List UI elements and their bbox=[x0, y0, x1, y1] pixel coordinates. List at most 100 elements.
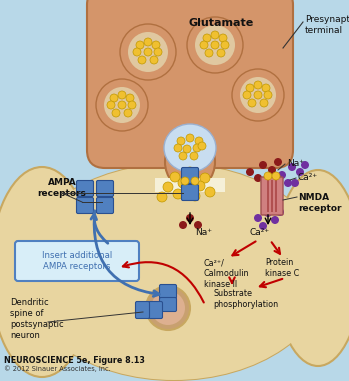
Ellipse shape bbox=[128, 101, 136, 109]
Ellipse shape bbox=[211, 41, 219, 49]
FancyBboxPatch shape bbox=[15, 241, 139, 281]
Ellipse shape bbox=[296, 168, 304, 176]
Ellipse shape bbox=[200, 41, 208, 49]
Ellipse shape bbox=[144, 48, 152, 56]
Ellipse shape bbox=[254, 214, 262, 222]
Ellipse shape bbox=[288, 163, 296, 171]
Ellipse shape bbox=[195, 25, 235, 65]
Ellipse shape bbox=[272, 172, 280, 180]
Text: © 2012 Sinauer Associates, Inc.: © 2012 Sinauer Associates, Inc. bbox=[4, 365, 111, 372]
Ellipse shape bbox=[205, 187, 215, 197]
Ellipse shape bbox=[110, 94, 118, 102]
Ellipse shape bbox=[179, 152, 187, 160]
Ellipse shape bbox=[190, 152, 198, 160]
Ellipse shape bbox=[19, 164, 329, 380]
Ellipse shape bbox=[264, 172, 272, 180]
Text: Dendritic
spine of
postsynaptic
neuron: Dendritic spine of postsynaptic neuron bbox=[10, 298, 64, 340]
Ellipse shape bbox=[195, 137, 203, 145]
Ellipse shape bbox=[190, 191, 200, 201]
Ellipse shape bbox=[284, 179, 292, 187]
Ellipse shape bbox=[217, 49, 225, 57]
Ellipse shape bbox=[246, 84, 254, 92]
Ellipse shape bbox=[151, 291, 185, 325]
Ellipse shape bbox=[0, 167, 94, 377]
Ellipse shape bbox=[104, 87, 140, 123]
Text: NMDA
receptor: NMDA receptor bbox=[298, 193, 342, 213]
Ellipse shape bbox=[186, 214, 194, 222]
Ellipse shape bbox=[221, 41, 229, 49]
Text: Protein
kinase C: Protein kinase C bbox=[265, 258, 299, 278]
Ellipse shape bbox=[232, 69, 284, 121]
FancyBboxPatch shape bbox=[76, 181, 94, 197]
Text: Ca²⁺: Ca²⁺ bbox=[298, 173, 318, 181]
Ellipse shape bbox=[185, 167, 195, 177]
Ellipse shape bbox=[248, 99, 256, 107]
Ellipse shape bbox=[146, 286, 190, 330]
Text: Na⁺: Na⁺ bbox=[287, 158, 304, 168]
Ellipse shape bbox=[259, 161, 267, 169]
FancyBboxPatch shape bbox=[159, 285, 177, 298]
Ellipse shape bbox=[138, 56, 146, 64]
Ellipse shape bbox=[254, 174, 262, 182]
Ellipse shape bbox=[274, 158, 282, 166]
Ellipse shape bbox=[163, 182, 173, 192]
Bar bbox=[155, 178, 225, 192]
Ellipse shape bbox=[107, 101, 115, 109]
Text: Na⁺: Na⁺ bbox=[195, 228, 212, 237]
Ellipse shape bbox=[301, 161, 309, 169]
Ellipse shape bbox=[191, 177, 199, 185]
Ellipse shape bbox=[178, 178, 188, 188]
Ellipse shape bbox=[254, 91, 262, 99]
Ellipse shape bbox=[262, 84, 270, 92]
Text: Insert additional
AMPA receptors: Insert additional AMPA receptors bbox=[42, 251, 112, 271]
Ellipse shape bbox=[264, 176, 272, 184]
Ellipse shape bbox=[271, 216, 279, 224]
Text: Ca²⁺: Ca²⁺ bbox=[250, 228, 270, 237]
Ellipse shape bbox=[194, 221, 202, 229]
Ellipse shape bbox=[120, 24, 176, 80]
FancyBboxPatch shape bbox=[76, 197, 94, 213]
Ellipse shape bbox=[219, 34, 227, 42]
Ellipse shape bbox=[291, 179, 299, 187]
Ellipse shape bbox=[174, 144, 182, 152]
Text: NEUROSCIENCE 5e, Figure 8.13: NEUROSCIENCE 5e, Figure 8.13 bbox=[4, 356, 145, 365]
Ellipse shape bbox=[198, 142, 206, 150]
Ellipse shape bbox=[278, 171, 286, 179]
Ellipse shape bbox=[96, 79, 148, 131]
Ellipse shape bbox=[264, 209, 272, 217]
Ellipse shape bbox=[274, 170, 349, 366]
Ellipse shape bbox=[124, 109, 132, 117]
Ellipse shape bbox=[157, 192, 167, 202]
Text: Presynaptic
terminal: Presynaptic terminal bbox=[305, 15, 349, 35]
Ellipse shape bbox=[177, 137, 185, 145]
Ellipse shape bbox=[243, 91, 251, 99]
FancyBboxPatch shape bbox=[181, 184, 199, 200]
Ellipse shape bbox=[181, 177, 189, 185]
FancyBboxPatch shape bbox=[261, 177, 283, 215]
Text: Ca²⁺/
Calmodulin
kinase II: Ca²⁺/ Calmodulin kinase II bbox=[204, 258, 250, 289]
Bar bbox=[275, 180, 277, 212]
FancyBboxPatch shape bbox=[97, 197, 113, 213]
Bar bbox=[267, 180, 269, 212]
Text: Substrate
phosphorylation: Substrate phosphorylation bbox=[213, 289, 278, 309]
FancyBboxPatch shape bbox=[149, 301, 163, 319]
Ellipse shape bbox=[183, 145, 191, 153]
Ellipse shape bbox=[126, 94, 134, 102]
Ellipse shape bbox=[276, 208, 284, 216]
Ellipse shape bbox=[144, 38, 152, 46]
Ellipse shape bbox=[259, 222, 267, 230]
Ellipse shape bbox=[152, 41, 160, 49]
Ellipse shape bbox=[128, 32, 168, 72]
Ellipse shape bbox=[133, 48, 141, 56]
FancyBboxPatch shape bbox=[97, 181, 113, 197]
Ellipse shape bbox=[193, 144, 201, 152]
Ellipse shape bbox=[200, 173, 210, 183]
Ellipse shape bbox=[211, 31, 219, 39]
Ellipse shape bbox=[19, 164, 329, 380]
Ellipse shape bbox=[118, 101, 126, 109]
Ellipse shape bbox=[260, 99, 268, 107]
Text: Glutamate: Glutamate bbox=[188, 18, 254, 28]
FancyBboxPatch shape bbox=[87, 0, 293, 168]
Ellipse shape bbox=[264, 91, 272, 99]
Bar bbox=[271, 180, 273, 212]
